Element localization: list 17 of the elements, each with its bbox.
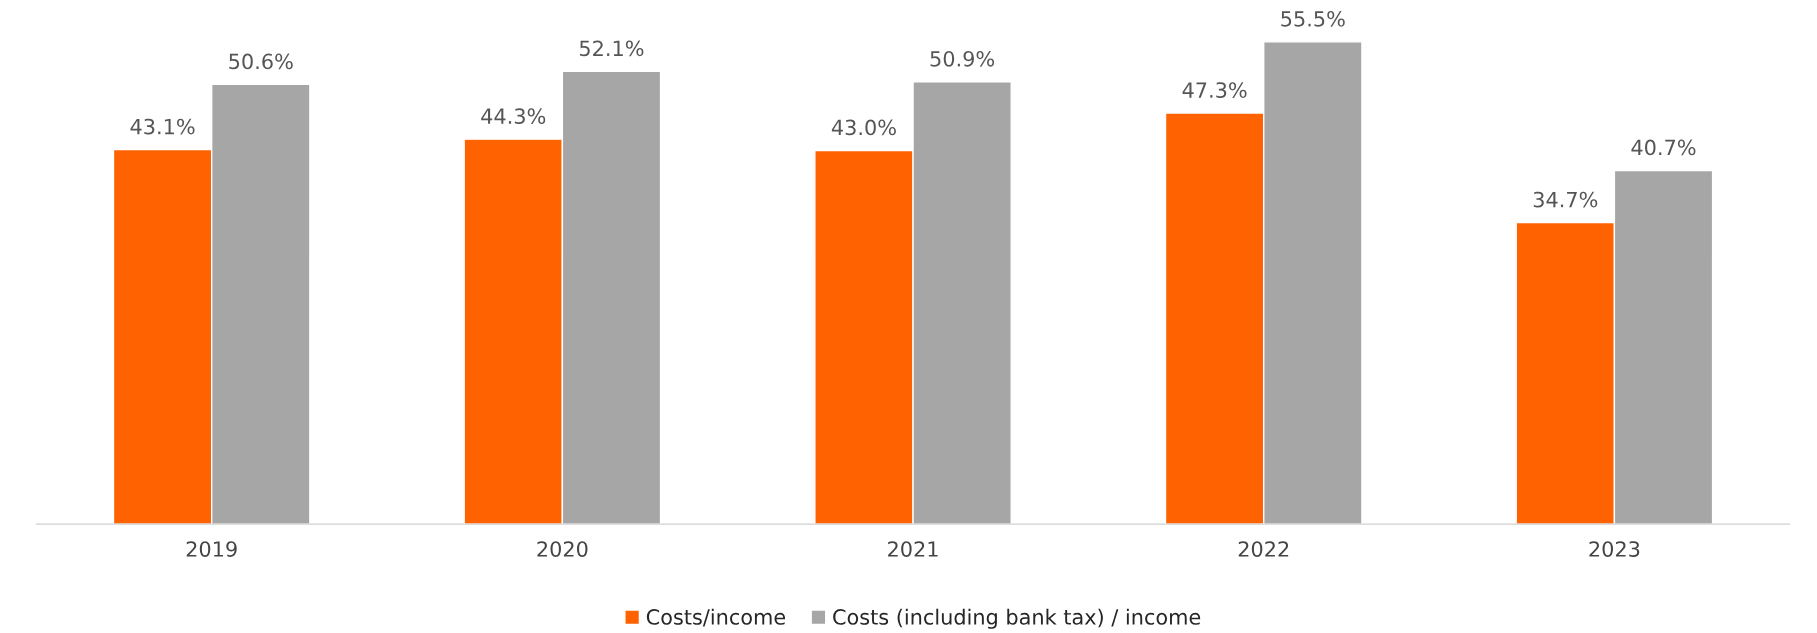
- x-tick-label: 2019: [186, 541, 237, 557]
- x-tick-label: 2020: [537, 541, 588, 557]
- legend-label: Costs (including bank tax) / income: [833, 608, 1201, 629]
- data-label: 47.3%: [1182, 82, 1247, 98]
- legend-label: Costs/income: [646, 608, 786, 627]
- data-label: 43.1%: [130, 118, 195, 135]
- data-label: 55.5%: [1281, 10, 1345, 27]
- data-label: 34.7%: [1533, 191, 1598, 208]
- data-label: 44.3%: [481, 108, 546, 125]
- data-label: 40.7%: [1631, 139, 1696, 156]
- data-label: 43.0%: [831, 119, 896, 136]
- data-label: 52.1%: [579, 40, 644, 57]
- data-label: 50.6%: [229, 53, 293, 70]
- x-tick-label: 2023: [1589, 541, 1640, 557]
- x-tick-label: 2021: [888, 541, 938, 557]
- data-label: 50.9%: [930, 50, 995, 67]
- x-tick-label: 2022: [1238, 541, 1289, 557]
